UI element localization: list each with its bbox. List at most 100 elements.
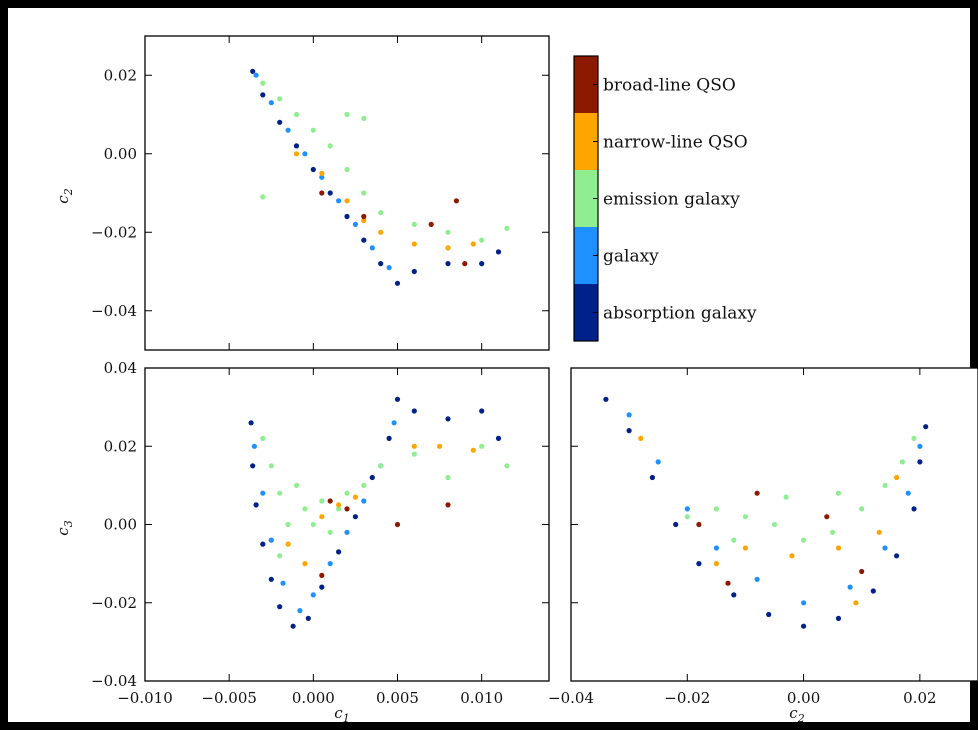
y-tick-label: 0.00 [104, 516, 137, 534]
point-galaxy [801, 600, 807, 606]
point-narrow-line-qso [411, 241, 417, 247]
point-absorption-galaxy [894, 553, 900, 559]
point-broad-line-qso [824, 514, 830, 520]
point-emission-galaxy [504, 225, 510, 231]
point-galaxy [917, 443, 923, 449]
point-emission-galaxy [783, 494, 789, 500]
legend-label: emission galaxy [603, 190, 740, 210]
point-absorption-galaxy [386, 435, 392, 441]
point-absorption-galaxy [479, 261, 485, 267]
point-emission-galaxy [327, 529, 333, 535]
point-emission-galaxy [411, 221, 417, 227]
point-emission-galaxy [411, 451, 417, 457]
y-tick-label: 0.00 [104, 145, 137, 163]
points-c1-c2 [250, 68, 510, 286]
point-emission-galaxy [859, 506, 865, 512]
point-galaxy [251, 443, 257, 449]
y-axis-label-c2: c2 [54, 188, 75, 203]
point-galaxy [260, 490, 266, 496]
point-galaxy [386, 265, 392, 271]
point-narrow-line-qso [336, 502, 342, 508]
point-narrow-line-qso [319, 514, 325, 520]
point-galaxy [310, 592, 316, 598]
point-galaxy [905, 490, 911, 496]
point-galaxy [344, 529, 350, 535]
point-emission-galaxy [445, 229, 451, 235]
point-absorption-galaxy [911, 506, 917, 512]
point-galaxy [847, 584, 853, 590]
point-emission-galaxy [277, 96, 283, 102]
point-emission-galaxy [285, 521, 291, 528]
x-tick-label: −0.04 [548, 689, 594, 707]
points-c2-c3 [603, 396, 929, 629]
point-absorption-galaxy [673, 521, 679, 528]
point-absorption-galaxy [250, 68, 256, 74]
point-absorption-galaxy [870, 588, 876, 594]
point-absorption-galaxy [352, 514, 358, 520]
point-broad-line-qso [445, 502, 451, 508]
point-emission-galaxy [378, 210, 384, 216]
point-absorption-galaxy [253, 502, 259, 508]
point-emission-galaxy [713, 506, 720, 512]
point-emission-galaxy [361, 115, 367, 121]
point-narrow-line-qso [470, 447, 476, 453]
point-absorption-galaxy [310, 166, 316, 173]
legend-colorbar-border [573, 55, 599, 342]
point-emission-galaxy [310, 127, 316, 133]
point-broad-line-qso [361, 213, 367, 220]
point-narrow-line-qso [361, 217, 367, 224]
point-narrow-line-qso [293, 151, 300, 157]
point-broad-line-qso [327, 498, 333, 504]
point-broad-line-qso [754, 490, 760, 496]
point-emission-galaxy [344, 111, 350, 118]
scatter-panel-c1-c3: −0.010 −0.005 0.000 0.005 0.010 0.04 0.02 0.00 −… [54, 359, 550, 725]
point-absorption-galaxy [696, 561, 702, 567]
axis-ticks-c1-c3: −0.010 −0.005 0.000 0.005 0.010 0.04 0.02 0.00 −… [91, 359, 549, 707]
point-absorption-galaxy [626, 428, 632, 434]
point-absorption-galaxy [801, 623, 807, 629]
point-narrow-line-qso [437, 443, 443, 449]
y-tick-label: 0.02 [104, 437, 137, 455]
point-galaxy [369, 245, 375, 251]
point-narrow-line-qso [285, 541, 291, 547]
y-tick-label: 0.04 [104, 359, 137, 377]
point-emission-galaxy [479, 443, 485, 449]
point-narrow-line-qso [876, 529, 882, 535]
point-galaxy [882, 545, 888, 551]
x-tick-label: 0.02 [903, 689, 936, 707]
point-absorption-galaxy [603, 396, 609, 402]
x-axis-label-c1: c1 [334, 704, 349, 725]
point-broad-line-qso [696, 521, 702, 528]
point-absorption-galaxy [305, 615, 311, 622]
point-broad-line-qso [859, 568, 865, 575]
point-absorption-galaxy [290, 623, 296, 629]
point-galaxy [268, 537, 274, 543]
axis-ticks-c2-c3: −0.04 −0.02 0.00 0.02 [548, 367, 937, 707]
points-c1-c3 [248, 396, 510, 629]
y-tick-label: 0.02 [104, 66, 137, 84]
point-absorption-galaxy [649, 474, 656, 481]
point-emission-galaxy [319, 498, 325, 504]
x-tick-label: −0.02 [664, 689, 710, 707]
point-absorption-galaxy [445, 261, 451, 267]
point-absorption-galaxy [277, 604, 283, 610]
point-galaxy [285, 127, 291, 133]
point-galaxy [391, 420, 397, 426]
point-absorption-galaxy [923, 424, 929, 430]
point-absorption-galaxy [277, 119, 283, 125]
x-tick-label: 0.000 [292, 689, 335, 707]
point-narrow-line-qso [319, 170, 325, 176]
point-narrow-line-qso [378, 229, 384, 235]
point-broad-line-qso [462, 261, 468, 267]
legend-label: absorption galaxy [603, 304, 757, 324]
scatter-panel-c2-c3: −0.04 −0.02 0.00 0.02 c2 [548, 367, 978, 725]
point-galaxy [713, 545, 720, 551]
point-absorption-galaxy [248, 420, 254, 426]
point-absorption-galaxy [766, 611, 772, 618]
point-absorption-galaxy [369, 474, 375, 481]
point-absorption-galaxy [260, 541, 266, 547]
point-emission-galaxy [378, 463, 384, 469]
point-emission-galaxy [310, 521, 316, 528]
point-broad-line-qso [428, 221, 434, 227]
